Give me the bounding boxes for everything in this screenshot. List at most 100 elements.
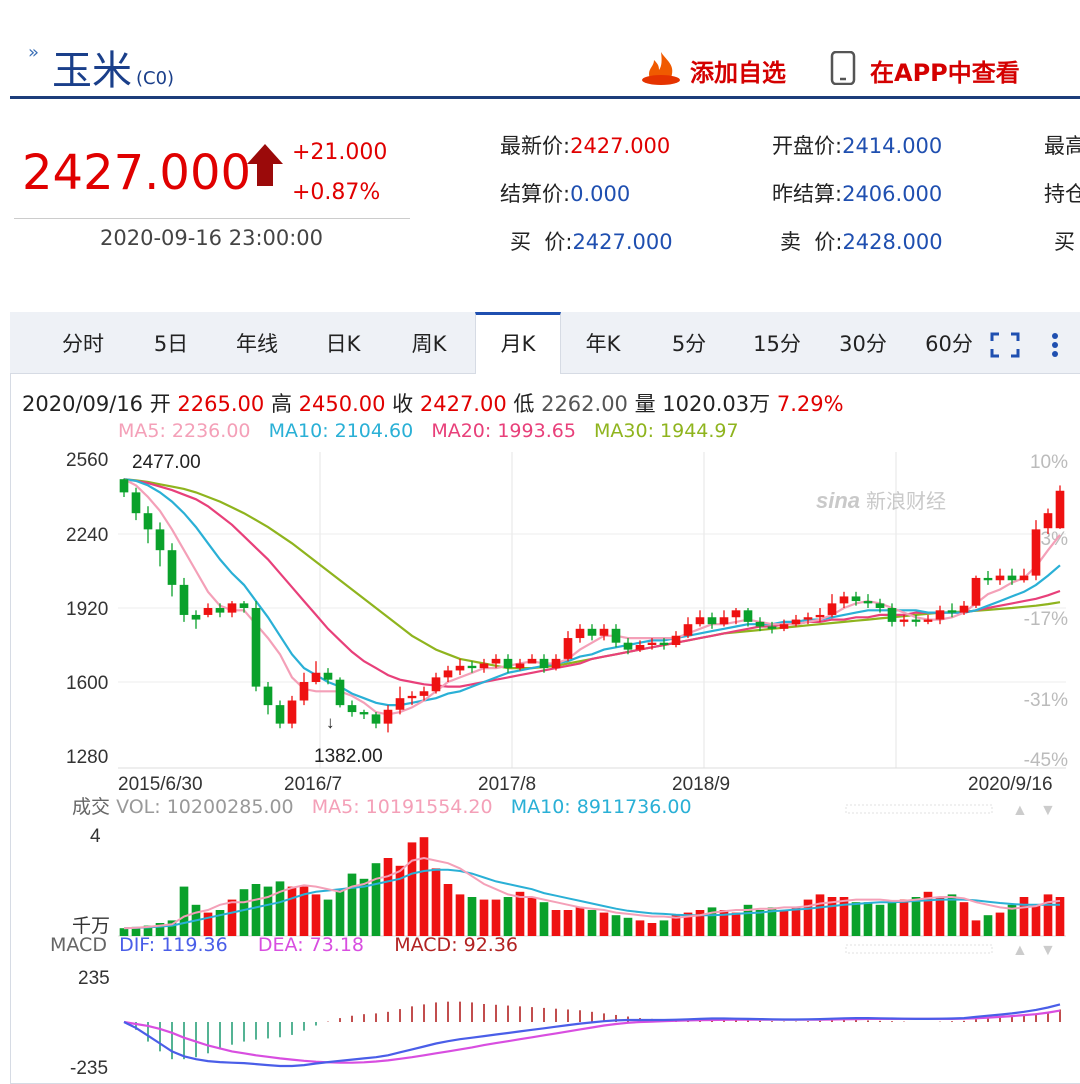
candle-body — [611, 628, 621, 643]
candle-body — [455, 665, 465, 671]
tab-yearly-k[interactable]: 年K — [585, 332, 621, 356]
ma10-legend: MA10: 2104.60 — [268, 420, 414, 442]
vol-ma5: MA5: 10191554.20 — [311, 796, 493, 818]
quote-prev-settle: 昨结算:2406.000 — [772, 178, 942, 208]
k-ytick-label: 1600 — [66, 673, 108, 694]
ohlc-line: 2020/09/16 开 2265.00 高 2450.00 收 2427.00… — [22, 388, 844, 418]
macd-dif: DIF: 119.36 — [119, 934, 228, 956]
tab-5day[interactable]: 5日 — [153, 332, 189, 356]
candle-body — [431, 677, 441, 692]
tab-5min[interactable]: 5分 — [671, 332, 707, 356]
k-ytick-label: 1280 — [66, 747, 108, 768]
ohlc-close: 2427.00 — [419, 392, 507, 416]
vol-bar — [503, 897, 513, 936]
k-xtick-label: 2017/8 — [478, 774, 536, 795]
candle-body — [527, 658, 537, 664]
tab-30min[interactable]: 30分 — [839, 332, 887, 356]
candle-body — [467, 665, 477, 669]
contract-code: (C0) — [136, 68, 175, 89]
quote-open-value: 2414.000 — [842, 134, 943, 158]
candle-body — [359, 712, 369, 715]
candle-body — [983, 577, 993, 581]
vol-bar — [923, 891, 933, 936]
candle-body — [1031, 529, 1041, 576]
macd-value: MACD: 92.36 — [394, 934, 519, 956]
candle-body — [743, 610, 753, 622]
page-title: 玉米 — [52, 48, 132, 94]
tab-monthly-k[interactable]: 月K — [475, 312, 561, 374]
candle-body — [563, 638, 573, 659]
candle-body — [443, 670, 453, 678]
add-favorite-button[interactable]: 添加自选 — [640, 52, 786, 88]
vol-bar — [455, 894, 465, 936]
vol-bar — [131, 926, 141, 936]
candle-body — [1055, 490, 1065, 529]
tab-fenshi[interactable]: 分时 — [62, 332, 104, 356]
ohlc-low-label: 低 — [513, 392, 535, 416]
vol-bar — [623, 917, 633, 936]
candle-body — [587, 628, 597, 636]
vol-bar — [383, 858, 393, 936]
vol-bar — [599, 912, 609, 936]
quote-latest: 最新价:2427.000 — [500, 130, 670, 160]
vol-bar — [155, 923, 165, 936]
vol-bar — [803, 899, 813, 936]
candle-body — [911, 619, 921, 622]
k-xtick-label: 2016/7 — [284, 774, 342, 795]
view-in-app-button[interactable]: 在APP中查看 — [830, 50, 1020, 89]
candle-body — [383, 709, 393, 724]
vol-bar — [119, 928, 129, 936]
candle-body — [923, 619, 933, 622]
vol-bar — [827, 897, 837, 936]
candle-body — [1043, 513, 1053, 529]
vol-bar — [311, 894, 321, 936]
more-vertical-icon[interactable] — [1040, 312, 1070, 373]
candle-body — [827, 603, 837, 615]
fullscreen-icon[interactable] — [985, 312, 1025, 373]
tab-60min[interactable]: 60分 — [925, 332, 973, 356]
quote-open: 开盘价:2414.000 — [772, 130, 942, 160]
vol-bar — [1043, 894, 1053, 936]
candle-body — [671, 635, 681, 645]
quote-latest-value: 2427.000 — [570, 134, 671, 158]
vol-bar — [959, 902, 969, 936]
quote-prev-settle-value: 2406.000 — [842, 182, 943, 206]
candle-body — [767, 626, 777, 629]
vol-bar — [875, 904, 885, 936]
vol-bar — [983, 915, 993, 936]
title-divider — [10, 96, 1080, 99]
macd-dif-line — [123, 1003, 1061, 1068]
panel-down-arrow-icon: ▼ — [1040, 802, 1056, 819]
vol-bar — [767, 907, 777, 936]
panel-down-arrow-icon: ▼ — [1040, 942, 1056, 959]
quote-ask-value: 2428.000 — [842, 230, 943, 254]
panel-up-arrow-icon: ▲ — [1012, 802, 1028, 819]
candle-body — [863, 601, 873, 604]
vol-bar — [239, 889, 249, 936]
vol-bar — [911, 897, 921, 936]
phone-icon — [830, 50, 856, 89]
tab-weekly-k[interactable]: 周K — [411, 332, 447, 356]
vol-bar — [695, 910, 705, 936]
price-change-pct: +0.87% — [292, 180, 381, 205]
ohlc-vol-label: 量 — [634, 392, 656, 416]
tab-15min[interactable]: 15分 — [753, 332, 801, 356]
flame-icon — [640, 50, 682, 90]
vol-bar — [719, 910, 729, 936]
tab-daily-k[interactable]: 日K — [325, 332, 361, 356]
vol-bar — [935, 897, 945, 936]
tab-yearline[interactable]: 年线 — [236, 332, 278, 356]
ohlc-vol: 1020.03万 — [662, 392, 771, 416]
vol-bar — [551, 910, 561, 936]
candle-body — [971, 577, 981, 606]
candle-body — [479, 663, 489, 669]
vol-bar — [755, 910, 765, 936]
candle-body — [191, 614, 201, 620]
vol-bar — [851, 902, 861, 936]
ohlc-open: 2265.00 — [177, 392, 265, 416]
quote-settle-value: 0.000 — [570, 182, 631, 206]
vol-ma5-line — [123, 856, 1061, 930]
vol-bar — [1055, 897, 1065, 936]
k-ma20-line — [123, 478, 1061, 688]
